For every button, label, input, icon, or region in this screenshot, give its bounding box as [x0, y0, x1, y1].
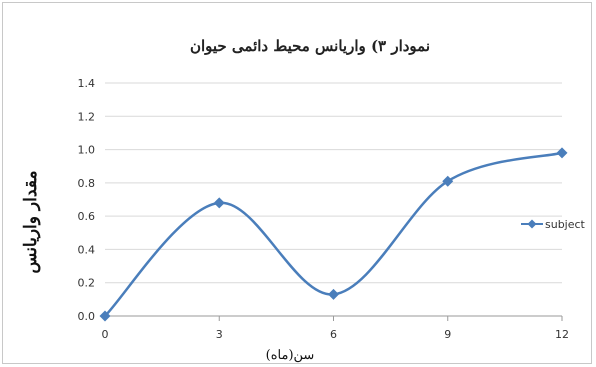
legend: subject	[521, 218, 586, 231]
y-tick-label: 0.8	[78, 177, 96, 190]
x-tick-label: 6	[330, 328, 337, 341]
chart-title: نمودار ۳) واریانس محیط دائمی حیوان	[190, 37, 430, 55]
y-tick-label: 0.4	[78, 243, 96, 256]
y-axis-label: مقدار واریانس	[21, 171, 41, 274]
y-tick-label: 1.0	[78, 144, 96, 157]
gridlines	[105, 82, 562, 284]
data-point	[556, 147, 568, 159]
x-axis-label: سن(ماه)	[266, 348, 315, 363]
y-tick-label: 0.2	[78, 277, 96, 290]
legend-marker	[527, 219, 537, 229]
x-tick-label: 12	[555, 328, 569, 341]
x-tick-label: 0	[102, 328, 109, 341]
y-tick-label: 0.0	[78, 310, 96, 323]
x-tick-label: 9	[444, 328, 451, 341]
data-point	[213, 197, 225, 209]
series-layer	[99, 147, 568, 322]
x-tick-label: 3	[216, 328, 223, 341]
data-point	[99, 310, 111, 322]
legend-label-subject: subject	[545, 218, 586, 231]
y-tick-label: 1.2	[78, 110, 96, 123]
axes	[104, 315, 563, 321]
y-tick-label: 1.4	[78, 77, 96, 90]
tick-labels: 0.0 0.2 0.4 0.6 0.8 1.0 1.2 1.4 0 3 6 9 12	[78, 77, 570, 341]
data-point	[328, 288, 339, 300]
y-tick-label: 0.6	[78, 210, 96, 223]
data-point	[442, 175, 454, 187]
